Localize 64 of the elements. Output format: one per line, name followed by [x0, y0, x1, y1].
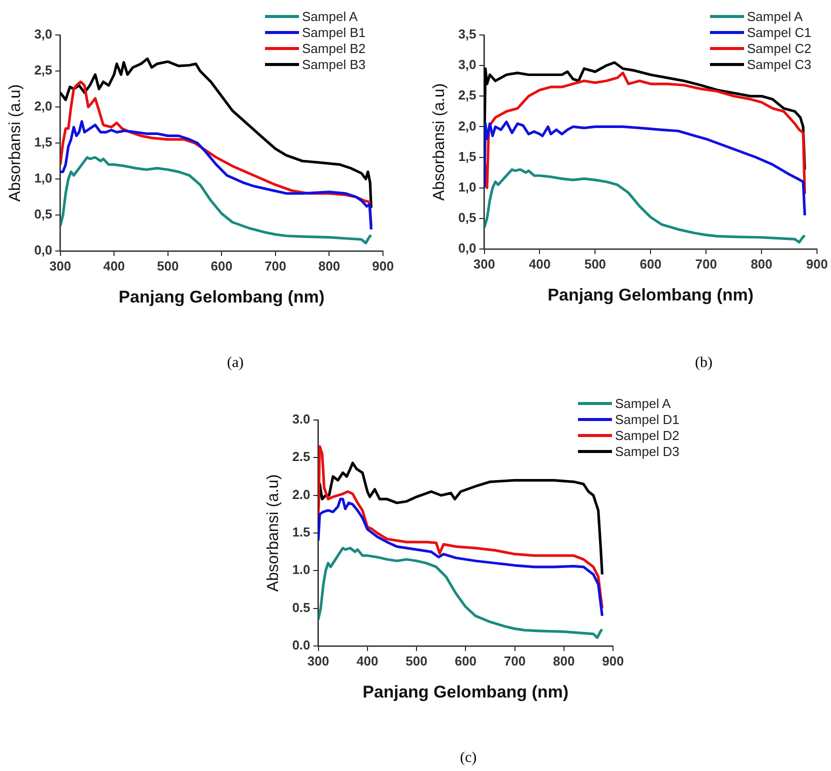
x-tick-label: 800	[318, 258, 340, 274]
legend-label: Sampel C2	[747, 40, 812, 56]
text: (b)	[695, 355, 712, 372]
x-tick-label: 500	[156, 258, 179, 274]
legend-label: Sampel B1	[302, 24, 366, 40]
y-axis-title: Absorbansi (a.u)	[7, 84, 24, 202]
x-tick-label: 400	[356, 653, 378, 668]
legend-label: Sampel A	[747, 8, 803, 24]
x-tick-label: 700	[695, 256, 717, 272]
text: (c)	[460, 750, 477, 767]
y-tick-label: 3,0	[34, 26, 52, 42]
x-tick-label: 900	[372, 258, 394, 274]
x-tick-label: 500	[584, 256, 606, 272]
x-tick-label: 400	[103, 258, 125, 274]
y-tick-label: 2,0	[34, 98, 52, 114]
x-tick-label: 300	[473, 256, 496, 272]
x-tick-label: 600	[454, 653, 476, 668]
legend-label: Sampel B2	[302, 40, 366, 56]
y-tick-label: 1,5	[458, 148, 476, 164]
x-tick-label: 600	[640, 256, 662, 272]
legend-label: Sampel C3	[747, 56, 812, 72]
y-tick-label: 0,0	[458, 240, 476, 256]
x-tick-label: 500	[406, 653, 428, 668]
y-tick-label: 3,0	[458, 57, 476, 72]
y-tick-label: 1.0	[292, 562, 310, 578]
y-tick-label: 0.0	[292, 638, 310, 653]
y-tick-label: 0,5	[458, 210, 476, 226]
legend-label: Sampel B3	[302, 56, 366, 72]
legend-label: Sampel D2	[615, 428, 680, 442]
y-tick-label: 0,5	[34, 206, 52, 222]
x-tick-label: 900	[602, 653, 624, 668]
x-tick-label: 300	[49, 258, 72, 274]
x-axis-title: Panjang Gelombang (nm)	[362, 682, 569, 702]
legend-label: Sampel C1	[747, 24, 812, 40]
y-tick-label: 1.5	[292, 524, 310, 540]
y-tick-label: 1,0	[34, 170, 52, 186]
y-tick-label: 1,0	[458, 179, 476, 194]
y-tick-label: 2,5	[34, 62, 52, 78]
y-tick-label: 1,5	[34, 134, 52, 150]
y-tick-label: 0,0	[34, 242, 52, 258]
y-tick-label: 2,0	[458, 118, 476, 134]
x-tick-label: 400	[528, 256, 551, 272]
y-axis-title: Absorbansi (a.u)	[431, 83, 448, 201]
legend-label: Sampel D1	[615, 412, 680, 426]
y-tick-label: 2.0	[292, 486, 310, 502]
x-axis-title: Panjang Gelombang (nm)	[548, 285, 754, 304]
x-tick-label: 700	[264, 258, 286, 274]
y-axis-title: Absorbansi (a.u)	[265, 474, 282, 592]
x-tick-label: 800	[553, 653, 575, 668]
x-axis-title: Panjang Gelombang (nm)	[118, 287, 325, 306]
x-tick-label: 800	[750, 256, 772, 272]
y-tick-label: 2,5	[458, 88, 476, 103]
y-tick-label: 2.5	[292, 449, 310, 464]
y-tick-label: 3.0	[292, 412, 310, 427]
x-tick-label: 700	[504, 653, 526, 668]
y-tick-label: 3,5	[458, 26, 476, 42]
x-tick-label: 900	[806, 256, 828, 272]
x-tick-label: 300	[307, 653, 330, 668]
legend-label: Sampel A	[302, 8, 358, 24]
legend-label: Sampel A	[615, 396, 671, 410]
x-tick-label: 600	[210, 258, 232, 274]
legend-label: Sampel D3	[615, 444, 680, 458]
y-tick-label: 0.5	[292, 600, 310, 615]
text: (a)	[227, 355, 244, 372]
